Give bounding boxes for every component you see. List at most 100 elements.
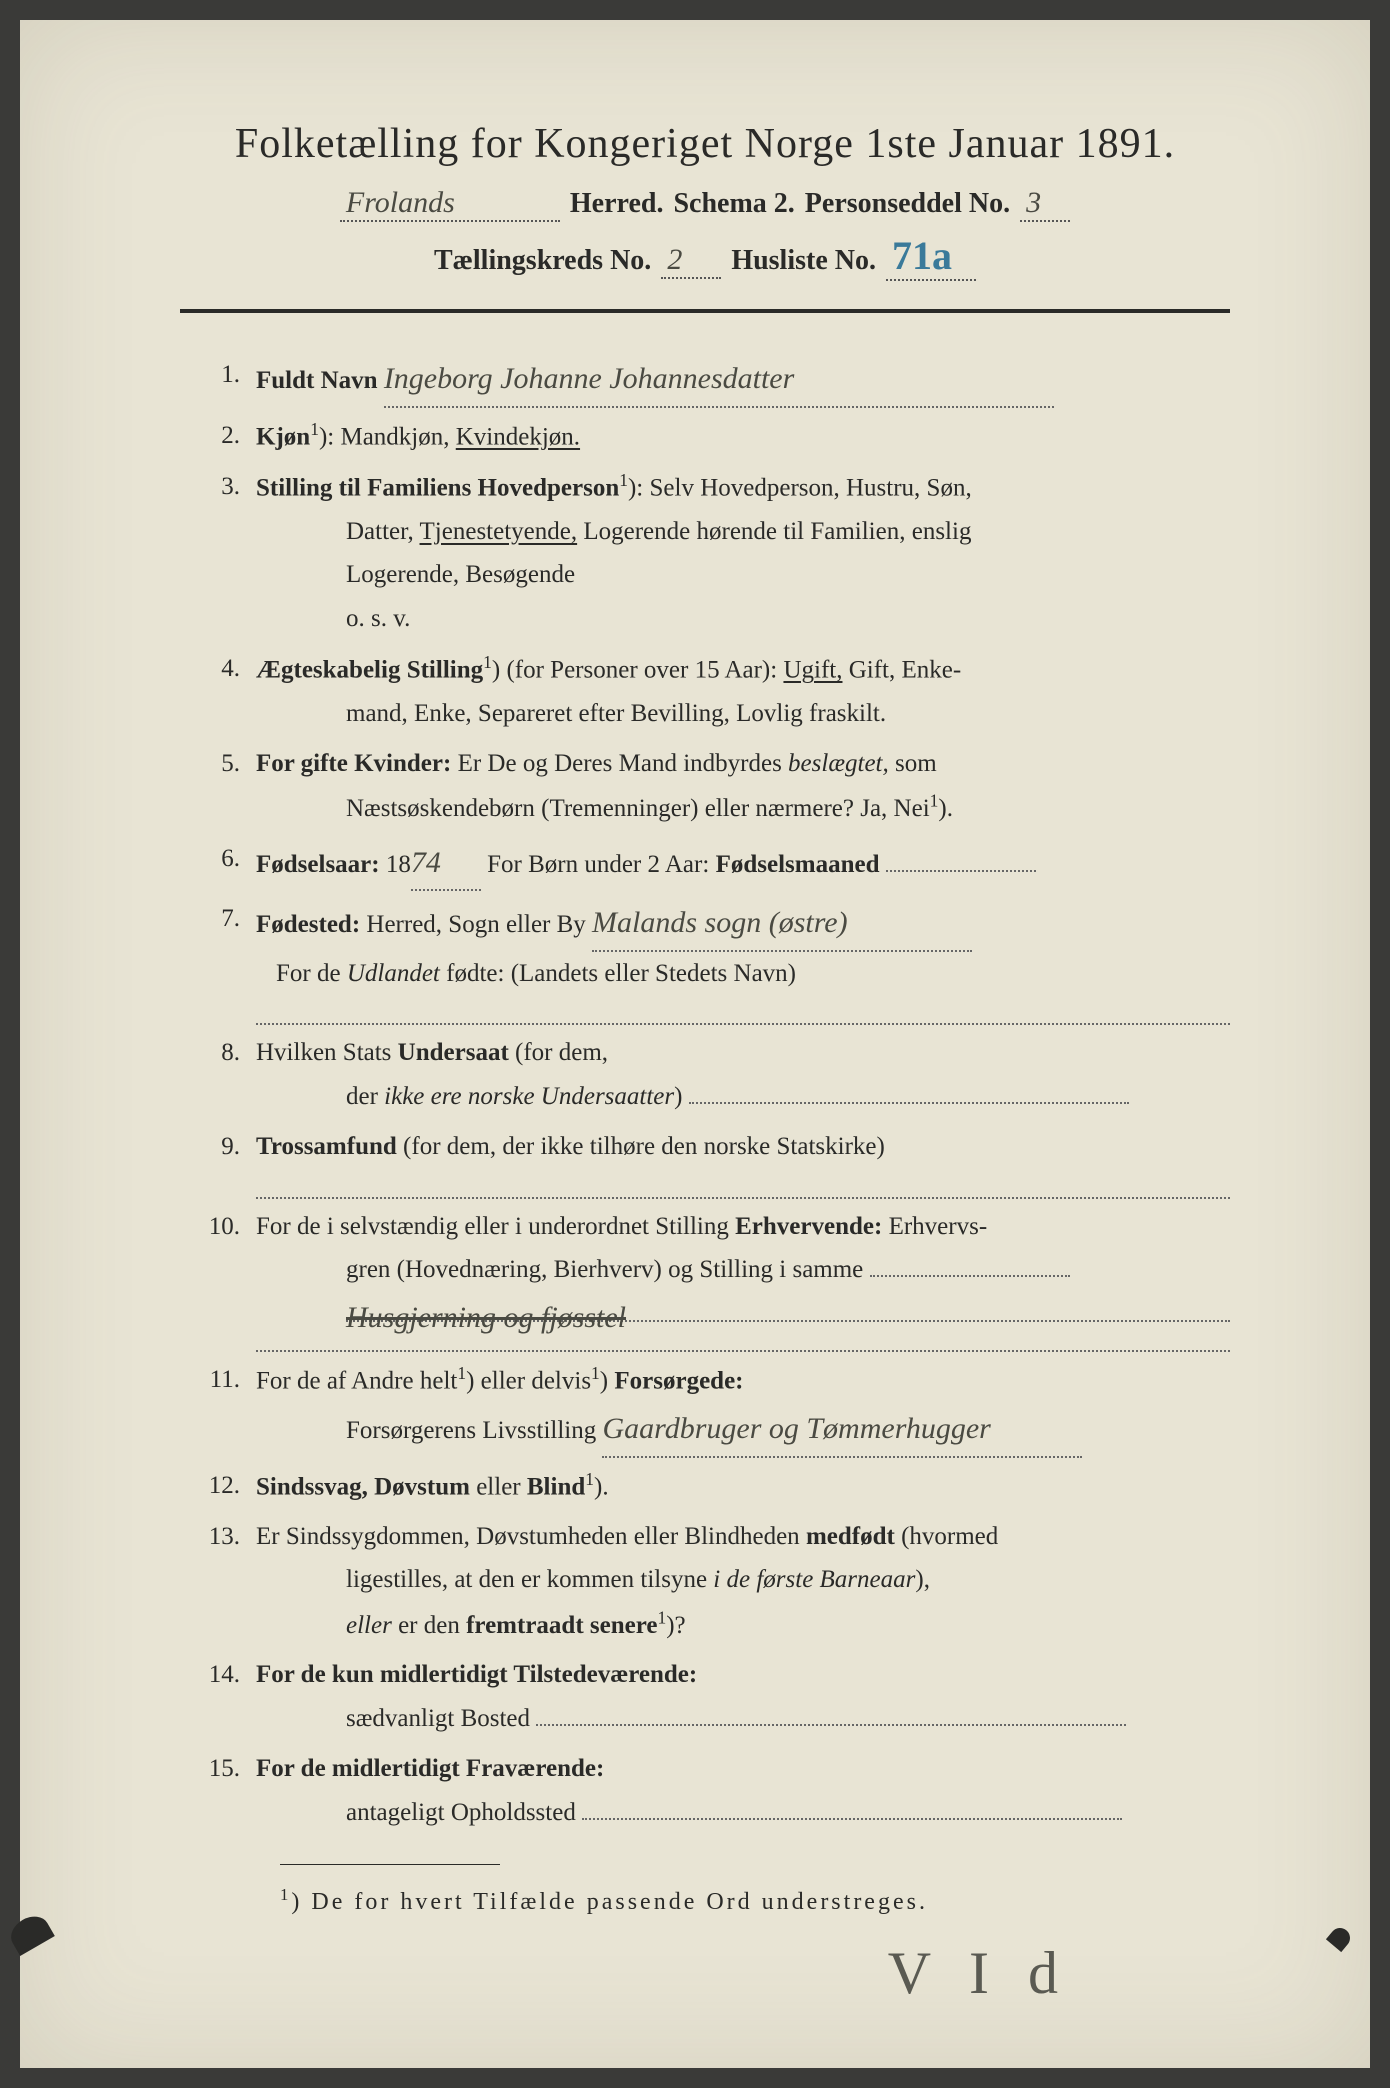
q7-l2a: For de [276, 960, 341, 987]
q11-l2: Forsørgerens Livsstilling [346, 1417, 596, 1444]
q10-b1: Erhvervende: [735, 1213, 882, 1240]
q4-label: Ægteskabelig Stilling [256, 656, 483, 683]
q10-l1b: Erhvervs- [889, 1213, 988, 1240]
q11-s1: 1 [457, 1363, 466, 1383]
q12-num: 12. [180, 1464, 240, 1508]
question-9: 9. Trossamfund (for dem, der ikke tilhør… [180, 1125, 1230, 1199]
q13-num: 13. [180, 1515, 240, 1559]
q3-line1a: ): Selv Hovedperson, Hustru, Søn, [628, 474, 972, 501]
q7-value: Malands sogn (østre) [592, 906, 848, 939]
q6-month-field [886, 870, 1036, 872]
q2-num: 2. [180, 414, 240, 458]
question-11: 11. For de af Andre helt1) eller delvis1… [180, 1358, 1230, 1458]
q13-b1: medfødt [806, 1523, 895, 1550]
q8-l1b: (for dem, [515, 1039, 608, 1066]
q3-num: 3. [180, 465, 240, 509]
q5-it: beslægtet, [788, 750, 889, 777]
q7-it: Udlandet [347, 960, 440, 987]
question-10: 10. For de i selvstændig eller i underor… [180, 1205, 1230, 1353]
q3-sup: 1 [619, 470, 628, 490]
q4-num: 4. [180, 647, 240, 691]
q13-tail: )? [666, 1612, 685, 1639]
q5-label: For gifte Kvinder: [256, 750, 451, 777]
q2-label: Kjøn [256, 423, 310, 450]
q13-l1: Er Sindssygdommen, Døvstumheden eller Bl… [256, 1523, 800, 1550]
question-2: 2. Kjøn1): Mandkjøn, Kvindekjøn. [180, 414, 1230, 459]
q13-l3b: er den [398, 1612, 460, 1639]
herred-field: Frolands [340, 186, 560, 222]
q13-b2: fremtraadt senere [466, 1612, 657, 1639]
q8-field [689, 1102, 1129, 1104]
q15-l1: For de midlertidigt Fraværende: [256, 1755, 604, 1782]
question-5: 5. For gifte Kvinder: Er De og Deres Man… [180, 742, 1230, 831]
q3-line3: Logerende, Besøgende [346, 561, 575, 588]
question-6: 6. Fødselsaar: 1874 For Børn under 2 Aar… [180, 837, 1230, 892]
q12-mid: eller [476, 1473, 520, 1500]
q3-label: Stilling til Familiens Hovedperson [256, 474, 619, 501]
divider-thick [180, 309, 1230, 313]
q1-num: 1. [180, 353, 240, 397]
q11-num: 11. [180, 1358, 240, 1402]
q14-l2: sædvanligt Bosted [346, 1705, 530, 1732]
bottom-handwriting: V I d [888, 1939, 1070, 2008]
kreds-label: Tællingskreds No. [434, 245, 651, 277]
question-7: 7. Fødested: Herred, Sogn eller By Malan… [180, 897, 1230, 1025]
q4-l1b: Gift, Enke- [849, 656, 961, 683]
q13-sup: 1 [657, 1607, 666, 1627]
q10-f1 [870, 1275, 1070, 1277]
q10-l2: gren (Hovednæring, Bierhverv) og Stillin… [346, 1256, 863, 1283]
q8-l2a: der [346, 1083, 378, 1110]
question-8: 8. Hvilken Stats Undersaat (for dem, der… [180, 1031, 1230, 1119]
question-1: 1. Fuldt Navn Ingeborg Johanne Johannesd… [180, 353, 1230, 408]
q3-line4: o. s. v. [346, 605, 410, 632]
q13-l1b: (hvormed [901, 1523, 998, 1550]
q5-num: 5. [180, 742, 240, 786]
question-12: 12. Sindssvag, Døvstum eller Blind1). [180, 1464, 1230, 1509]
page-title: Folketælling for Kongeriget Norge 1ste J… [180, 120, 1230, 168]
q8-num: 8. [180, 1031, 240, 1075]
herred-label: Herred. [570, 188, 664, 220]
q14-l1: For de kun midlertidigt Tilstedeværende: [256, 1661, 697, 1688]
q13-l2b: ), [915, 1566, 930, 1593]
personseddel-field: 3 [1020, 186, 1070, 222]
q8-l2b: ) [674, 1083, 682, 1110]
q9-num: 9. [180, 1125, 240, 1169]
q10-l1a: For de i selvstændig eller i underordnet… [256, 1213, 729, 1240]
q5-l1b: som [895, 750, 937, 777]
q8-l1a: Hvilken Stats [256, 1039, 391, 1066]
paper-tear-right [1326, 1924, 1354, 1952]
q7-l1: Herred, Sogn eller By [366, 911, 585, 938]
q6-l1b: For Børn under 2 Aar: [487, 851, 709, 878]
question-14: 14. For de kun midlertidigt Tilstedevære… [180, 1653, 1230, 1741]
fn-text: ) De for hvert Tilfælde passende Ord und… [291, 1889, 928, 1915]
q7-blank [256, 995, 1230, 1025]
q12-tail: ). [594, 1473, 609, 1500]
census-form-paper: Folketælling for Kongeriget Norge 1ste J… [20, 20, 1370, 2068]
q11-s2: 1 [591, 1363, 600, 1383]
q1-label: Fuldt Navn [256, 367, 378, 394]
q5-tail: ). [938, 795, 953, 822]
q10-valueline: Husgjerning og fjøsstel [346, 1292, 1230, 1322]
q5-l2: Næstsøskendebørn (Tremenninger) eller næ… [346, 795, 930, 822]
q12-sup: 1 [585, 1469, 594, 1489]
q14-field [536, 1724, 1126, 1726]
questions-list: 1. Fuldt Navn Ingeborg Johanne Johannesd… [180, 353, 1230, 1834]
q3-selected: Tjenestetyende, [420, 518, 578, 545]
fn-sup: 1 [280, 1885, 291, 1904]
q13-l2a: ligestilles, at den er kommen tilsyne [346, 1566, 707, 1593]
q10-num: 10. [180, 1205, 240, 1249]
q4-l1a: ) (for Personer over 15 Aar): [492, 656, 777, 683]
q13-l3a: eller [346, 1612, 392, 1639]
paper-tear-left [5, 1910, 55, 1956]
q11-l1a: For de af Andre helt [256, 1367, 457, 1394]
personseddel-label: Personseddel No. [805, 188, 1010, 220]
q11-value: Gaardbruger og Tømmerhugger [602, 1412, 990, 1445]
q7-label: Fødested: [256, 911, 360, 938]
footnote-rule [280, 1864, 500, 1865]
q7-num: 7. [180, 897, 240, 941]
question-4: 4. Ægteskabelig Stilling1) (for Personer… [180, 647, 1230, 736]
schema-label: Schema 2. [673, 188, 794, 220]
q2-selected: Kvindekjøn. [456, 423, 580, 450]
q6-num: 6. [180, 837, 240, 881]
q15-field [582, 1818, 1122, 1820]
